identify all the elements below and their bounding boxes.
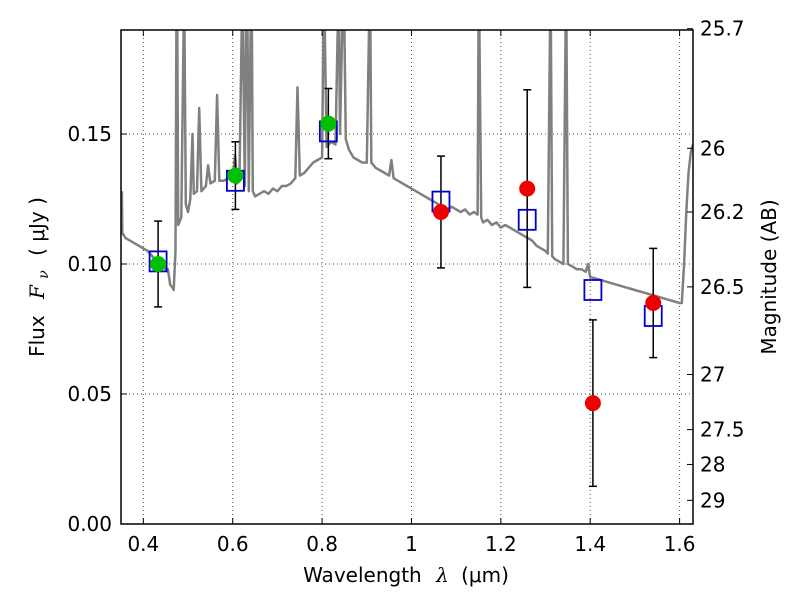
y-axis-title: Flux F ν ( μJy ) bbox=[25, 197, 53, 357]
y-tick-label: 0.15 bbox=[67, 122, 112, 146]
model-photometry-square bbox=[517, 208, 537, 231]
y2-tick-label: 27 bbox=[700, 363, 725, 387]
series-layer bbox=[121, 30, 693, 488]
x-tick-label: 0.4 bbox=[127, 532, 159, 556]
y2-tick-label: 26.2 bbox=[700, 200, 745, 224]
plot-area: 0.4 0.6 0.8 1 1.2 1.4 1.6 0.00 0.05 0.10 0.15 25.7 2… bbox=[67, 17, 744, 556]
x-tick-label: 1 bbox=[405, 532, 418, 556]
y2-axis-title: Magnitude (AB) bbox=[757, 199, 781, 354]
observed-point bbox=[320, 115, 337, 132]
y2-tick-label: 26.5 bbox=[700, 275, 745, 299]
x-axis-title-unit: (μm) bbox=[461, 563, 509, 587]
observed-point bbox=[227, 167, 244, 184]
y-tick-label: 0.10 bbox=[67, 252, 112, 276]
tick-layer: 0.4 0.6 0.8 1 1.2 1.4 1.6 0.00 0.05 0.10 0.15 25.7 2… bbox=[67, 17, 744, 556]
x-tick-label: 1.4 bbox=[574, 532, 606, 556]
y2-tick-label: 26 bbox=[700, 136, 725, 160]
y-axis-title-main: Flux bbox=[25, 315, 49, 357]
observed-point bbox=[150, 256, 167, 272]
x-tick-label: 0.8 bbox=[306, 532, 338, 556]
y-axis-title-unit: ( μJy ) bbox=[25, 197, 49, 256]
x-axis-title-main: Wavelength bbox=[303, 563, 422, 587]
x-axis-title-symbol: λ bbox=[435, 563, 449, 587]
model-photometry-square bbox=[583, 279, 603, 301]
y2-tick-label: 28 bbox=[700, 452, 725, 476]
observed-point bbox=[519, 180, 536, 197]
observed-point bbox=[584, 395, 601, 412]
x-tick-label: 1.6 bbox=[664, 532, 696, 556]
y-axis-title-symbol: F bbox=[25, 284, 49, 300]
x-axis-title: Wavelength λ (μm) bbox=[303, 563, 509, 587]
observed-point bbox=[645, 295, 662, 311]
y-axis-title-subscript: ν bbox=[36, 270, 52, 279]
y-tick-label: 0.05 bbox=[67, 382, 112, 406]
y2-tick-label: 25.7 bbox=[700, 17, 745, 41]
y2-tick-label: 27.5 bbox=[700, 418, 745, 442]
observed-point bbox=[432, 204, 449, 220]
y2-tick-label: 29 bbox=[700, 488, 725, 512]
sed-model-line bbox=[121, 30, 693, 305]
plot-frame bbox=[120, 29, 694, 525]
grid-layer bbox=[121, 30, 693, 524]
x-tick-label: 0.6 bbox=[217, 532, 249, 556]
y-tick-label: 0.00 bbox=[67, 512, 112, 536]
x-tick-label: 1.2 bbox=[485, 532, 517, 556]
